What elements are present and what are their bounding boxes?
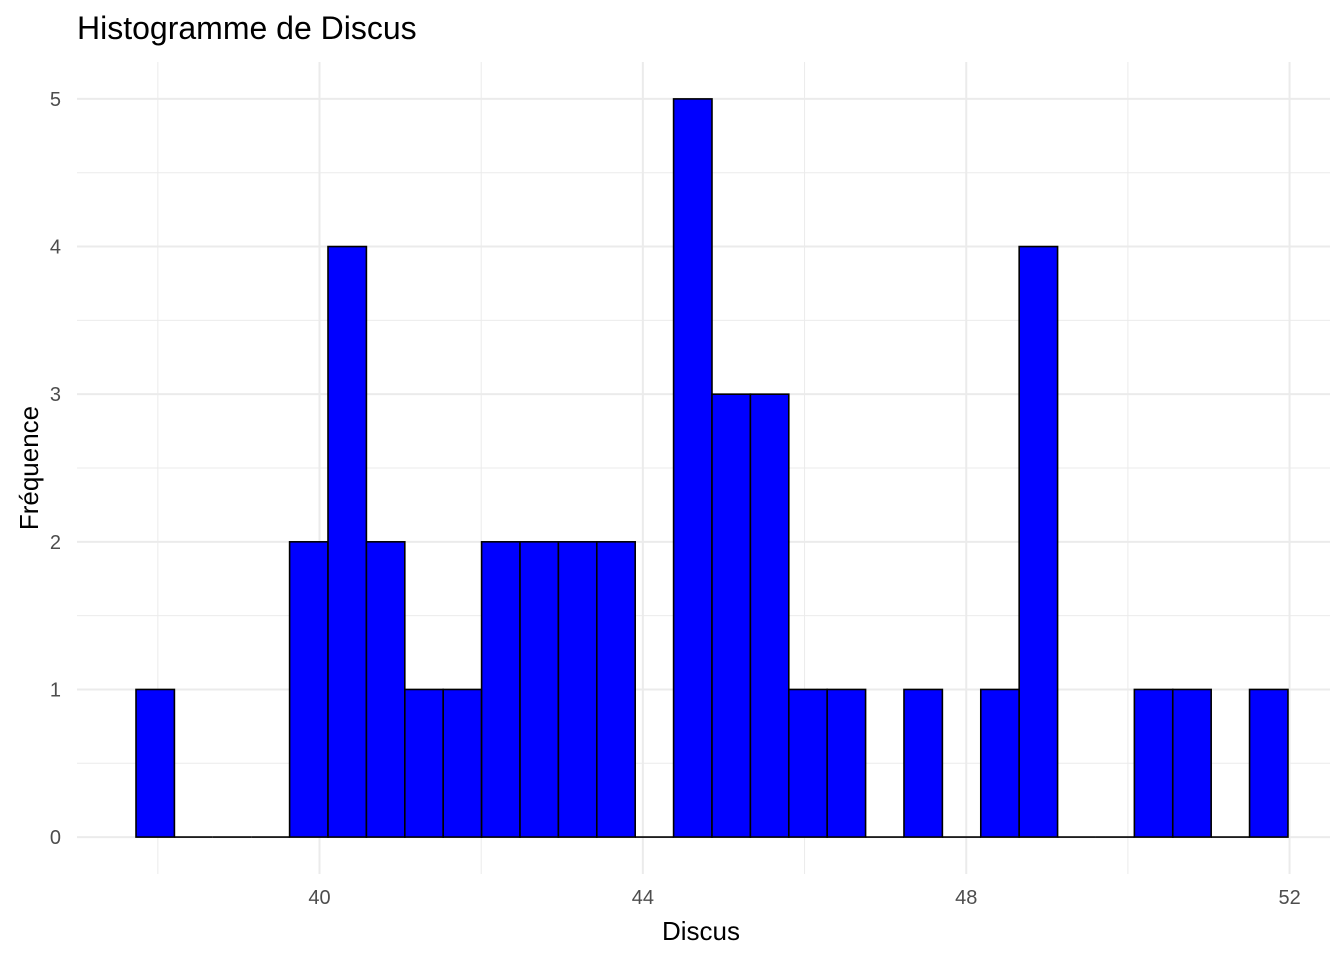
x-tick-labels: 40 44 48 52 [308, 887, 1300, 909]
histogram-bar [1248, 688, 1289, 838]
x-tick-label: 52 [1278, 887, 1300, 909]
histogram-bar [1018, 245, 1059, 838]
histogram-bar [749, 393, 790, 838]
y-tick-label: 2 [50, 532, 61, 554]
y-tick-label: 4 [50, 237, 61, 259]
x-axis-label: Discus [662, 916, 740, 946]
chart-title: Histogramme de Discus [77, 10, 417, 46]
x-tick-label: 44 [632, 887, 654, 909]
histogram-bar [288, 541, 329, 838]
histogram-bar [826, 688, 867, 838]
histogram-bar [787, 688, 828, 838]
histogram-bar [404, 688, 444, 838]
histogram-bar [711, 393, 752, 838]
histogram-bar [519, 541, 560, 838]
histogram-bar [480, 541, 521, 838]
y-axis-label: Fréquence [14, 406, 44, 530]
y-tick-label: 0 [50, 827, 61, 849]
bars-layer [135, 98, 1289, 838]
histogram-bar [442, 688, 483, 838]
y-tick-label: 3 [50, 384, 61, 406]
histogram-bar [1133, 688, 1174, 838]
histogram-bar [365, 541, 406, 838]
histogram-bar [595, 541, 636, 838]
histogram-bar [903, 688, 944, 838]
histogram-bar [1171, 688, 1212, 838]
x-tick-label: 48 [955, 887, 977, 909]
y-tick-label: 1 [50, 679, 61, 701]
histogram-bar [672, 98, 713, 838]
histogram-bar [979, 688, 1020, 838]
x-tick-label: 40 [308, 887, 330, 909]
histogram-bar [327, 245, 368, 838]
histogram-bar [557, 541, 598, 838]
y-tick-label: 5 [50, 89, 61, 111]
y-tick-labels: 0 1 2 3 4 5 [50, 89, 61, 849]
histogram-bar [135, 688, 176, 838]
